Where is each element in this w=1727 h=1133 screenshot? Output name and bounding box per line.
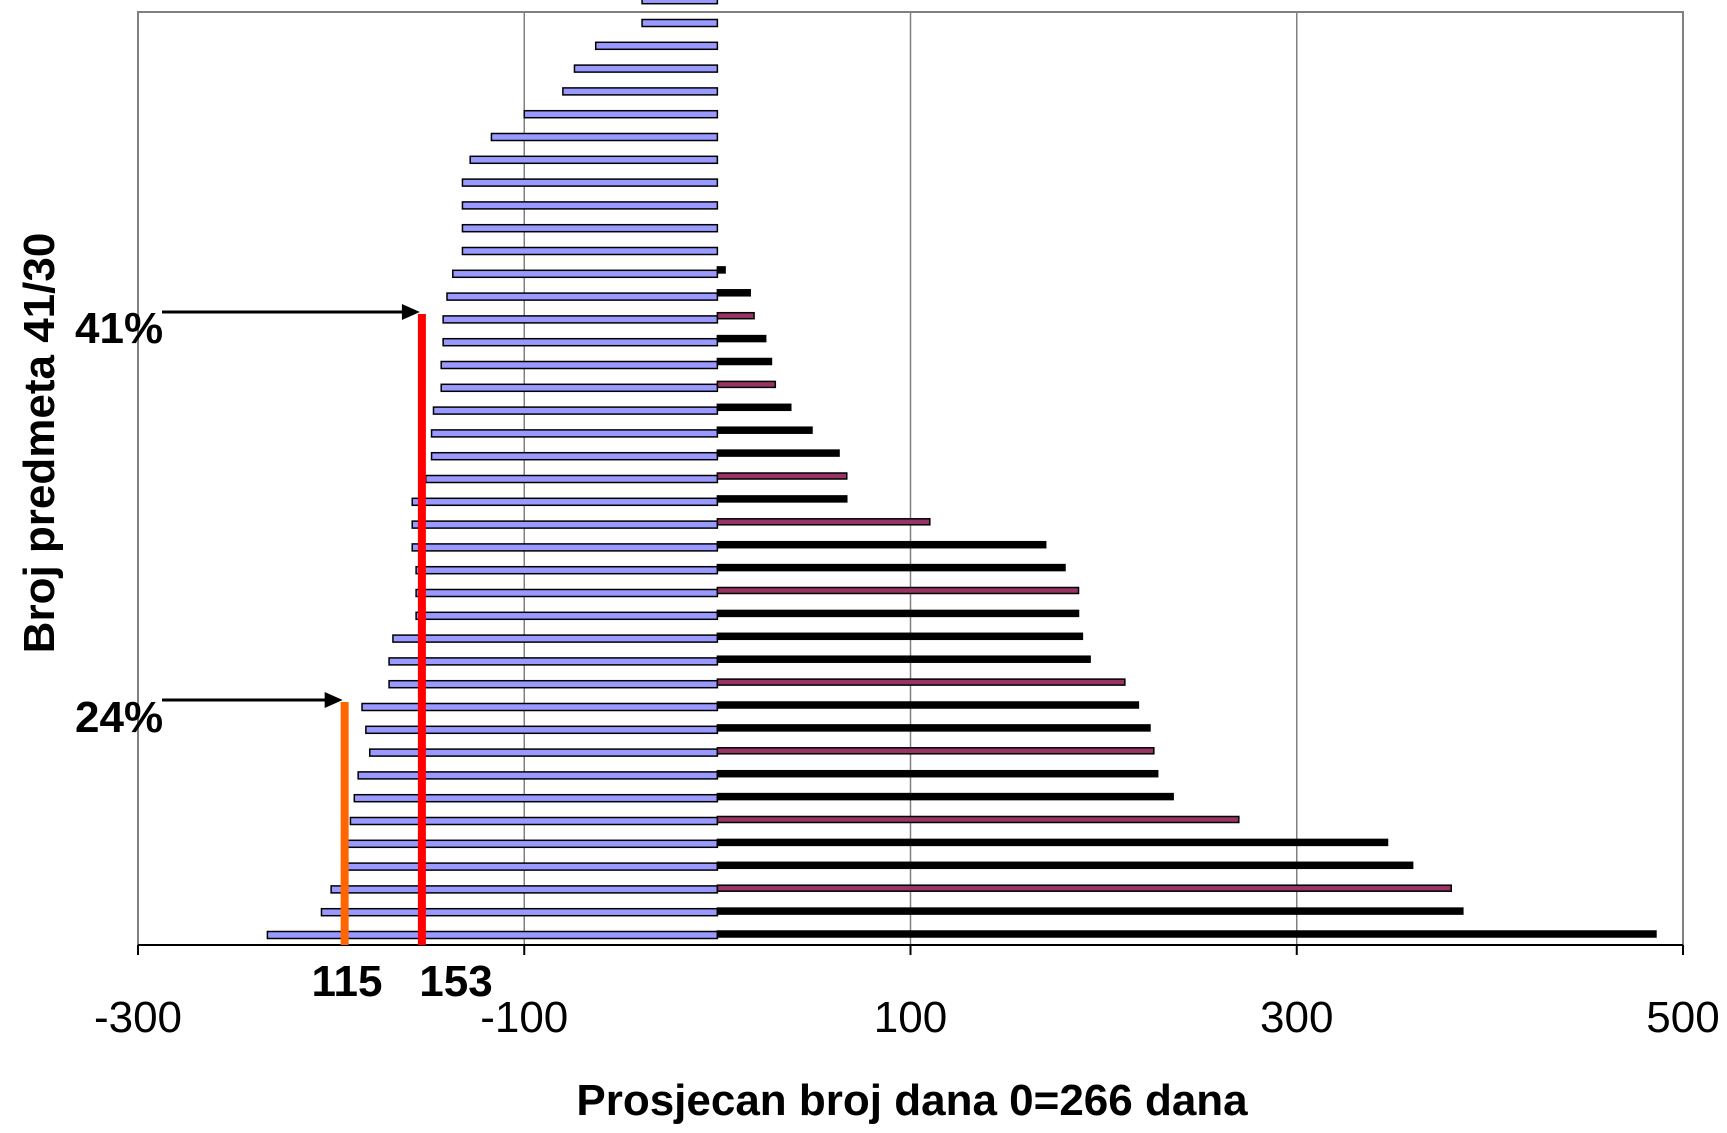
bar-right (716, 266, 726, 274)
bar-left (523, 109, 719, 119)
bar-right (716, 792, 1174, 801)
x-tick-label: 100 (874, 993, 947, 1042)
bar-right (716, 403, 792, 412)
marker-value-label: 115 (312, 957, 383, 1006)
axes (137, 944, 1684, 955)
bar-left (388, 657, 719, 666)
bar-right (716, 289, 751, 297)
bar-left (388, 679, 719, 689)
marker-arrow-head (324, 692, 343, 708)
bar-right (716, 655, 1091, 663)
marker-percent-label: 41% (75, 304, 163, 353)
bar-right (716, 632, 1084, 641)
bar-left (446, 292, 719, 301)
tick-labels: -300 -100 100 300 500 (94, 993, 1720, 1042)
bar-left (461, 223, 719, 233)
bar-left (353, 793, 719, 803)
bar-left (345, 862, 719, 871)
bar-left (415, 611, 719, 621)
bar-left (430, 429, 719, 438)
bar-right (716, 334, 767, 343)
bar-right (716, 724, 1151, 732)
x-tick-label: 300 (1260, 993, 1333, 1042)
bar-left (349, 816, 719, 826)
bar-right (716, 311, 755, 320)
x-tick-label: 500 (1646, 993, 1719, 1042)
marker-value-label: 153 (419, 957, 492, 1006)
bar-right (716, 495, 848, 503)
bar-right (716, 769, 1159, 778)
grid-lines (137, 11, 1684, 946)
y-axis-title: Broj predmeta 41/30 (15, 233, 64, 654)
marker-percent-label: 24% (75, 693, 163, 742)
bar-left (432, 406, 719, 415)
bar-right (716, 426, 813, 434)
bar-left (452, 269, 719, 279)
bar-left (461, 178, 719, 187)
bar-left (461, 201, 719, 210)
bar-left (266, 930, 719, 940)
bar-left (345, 839, 719, 849)
bar-left (425, 474, 719, 484)
bar-right (716, 930, 1657, 938)
bar-right (716, 884, 1452, 892)
x-tick-label: -300 (94, 993, 182, 1042)
bar-left (469, 155, 719, 165)
bar-left (442, 337, 719, 347)
bar-right (716, 907, 1464, 915)
bar-right (716, 380, 777, 389)
bar-left (361, 702, 719, 712)
bar-right (716, 518, 931, 526)
bar-right (716, 357, 773, 366)
bar-left (320, 907, 719, 917)
bar-right (716, 449, 840, 457)
bar-left (392, 634, 719, 643)
bar-left (641, 0, 719, 5)
x-axis-title: Prosjecan broj dana 0=266 dana (576, 1076, 1248, 1125)
bar-left (430, 451, 719, 461)
bar-left (573, 64, 719, 73)
bar-left (440, 383, 719, 393)
bar-left (490, 132, 719, 142)
bar-left (562, 87, 719, 96)
bar-left (411, 497, 719, 507)
bar-left (594, 41, 719, 51)
bar-right (716, 678, 1126, 686)
bars (266, 0, 1657, 940)
bar-left (357, 771, 719, 780)
bar-right (716, 540, 1047, 549)
bar-left (415, 588, 719, 598)
bar-left (330, 885, 719, 894)
markers: 41% 153 24% 115 (75, 304, 493, 1006)
bar-right (716, 861, 1414, 870)
bar-left (440, 360, 719, 370)
bar-right (716, 586, 1080, 595)
bar-left (415, 565, 719, 575)
bar-right (716, 747, 1155, 755)
marker-arrow-head (401, 304, 420, 320)
bar-left (442, 315, 719, 324)
bar-left (411, 543, 719, 552)
bar-left (461, 246, 719, 256)
bar-left (411, 520, 719, 529)
bar-right (716, 701, 1140, 709)
bar-left (641, 18, 719, 28)
x-tick-label: -100 (480, 993, 568, 1042)
bar-right (716, 609, 1080, 618)
bar-right (716, 472, 848, 480)
bar-right (716, 563, 1066, 572)
bar-right (716, 815, 1240, 824)
bar-right (716, 838, 1389, 847)
